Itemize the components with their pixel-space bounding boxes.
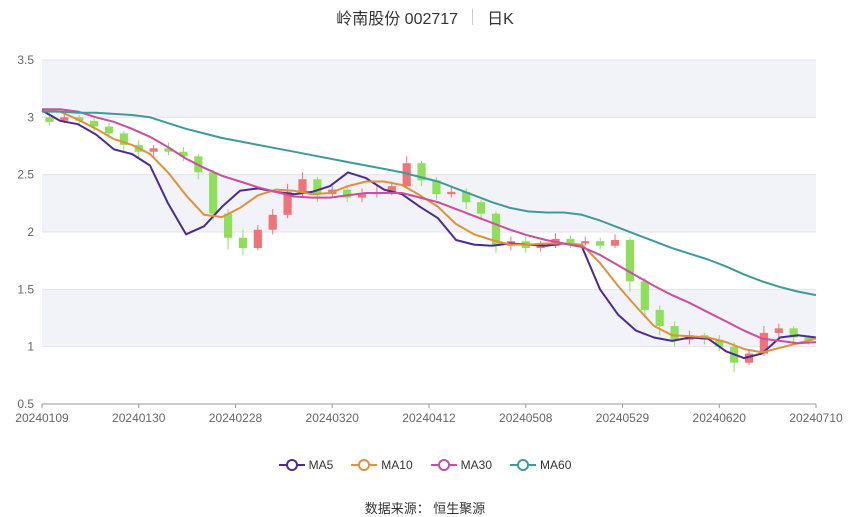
y-tick-label: 2 [27,225,34,239]
legend-swatch-ma5 [278,459,305,471]
candle-body [596,241,605,246]
candle-body [432,180,441,195]
candle-body [536,245,545,249]
x-tick-label: 20240620 [693,411,747,425]
candle-body [566,238,575,244]
legend: MA5 MA10 MA30 MA60 [0,458,850,472]
candle-body [119,133,128,145]
grid-band [42,60,816,118]
series-line-ma30 [42,108,817,345]
chart-title: 岭南股份 002717 [336,11,459,28]
candle-body [179,151,188,157]
candle-body [477,202,486,214]
candle-body [417,163,426,181]
y-tick-label: 1.5 [17,282,34,296]
legend-label-ma30: MA30 [460,458,493,472]
grid-band [42,174,816,232]
candle-body [104,126,114,134]
candle-body [447,191,456,195]
candle-body [387,186,396,194]
candle-body [75,117,84,121]
x-tick-label: 20240228 [209,411,263,425]
candle-body [789,328,798,338]
legend-label-ma60: MA60 [540,458,572,472]
candle-body [90,120,99,127]
candle-body [491,213,501,246]
x-tick-label: 20240710 [789,411,843,425]
legend-item-ma30[interactable]: MA30 [430,458,493,472]
data-source: 数据来源： 恒生聚源 [364,501,486,516]
candle-body [715,339,724,347]
x-tick-label: 20240412 [402,411,456,425]
candle-body [610,240,620,246]
candle-body [209,172,218,214]
x-tick-label: 20240529 [596,411,650,425]
x-tick-label: 20240320 [306,411,360,425]
candle-body [462,191,471,203]
candle-body [581,241,590,244]
candle-body [298,179,307,192]
period-label: 日K [487,11,514,28]
series-line-ma10 [41,108,817,354]
candle-body [402,163,411,187]
legend-swatch-ma60 [510,459,537,471]
chart-header: 岭南股份 002717 日K [0,4,850,30]
legend-swatch-ma30 [430,459,457,471]
candle-body [357,194,367,198]
legend-item-ma10[interactable]: MA10 [351,458,413,472]
candle-body [759,332,768,354]
candle-body [640,281,649,310]
x-tick-label: 20240109 [15,411,69,425]
y-tick-label: 3 [27,110,34,124]
candle-body [655,309,664,327]
legend-label-ma5: MA5 [308,458,334,472]
x-tick-label: 20240130 [112,411,166,425]
legend-item-ma60[interactable]: MA60 [510,458,571,472]
x-tick-label: 20240508 [499,411,553,425]
y-tick-label: 0.5 [17,397,34,411]
candle-body [164,148,173,152]
title-divider [472,9,474,25]
y-tick-label: 2.5 [17,168,34,182]
candle-body [744,353,754,363]
candle-body [283,191,292,215]
y-tick-label: 1 [27,340,34,354]
series-line-ma5 [41,109,817,360]
candle-body [223,213,233,238]
legend-item-ma5[interactable]: MA5 [278,458,334,472]
candle-body [253,229,262,249]
candle-body [670,326,679,340]
legend-swatch-ma10 [351,459,378,471]
candle-body [149,148,158,152]
series-line-ma60 [42,110,817,297]
candle-body [268,214,277,230]
legend-label-ma10: MA10 [381,458,413,472]
candle-body [804,337,813,341]
candle-body [45,117,54,122]
candle-body [238,237,248,249]
candle-body [313,179,322,195]
candle-body [625,240,635,282]
candle-body [343,189,352,198]
y-tick-label: 3.5 [17,53,34,67]
candle-body [774,328,783,333]
candle-body [60,117,69,121]
